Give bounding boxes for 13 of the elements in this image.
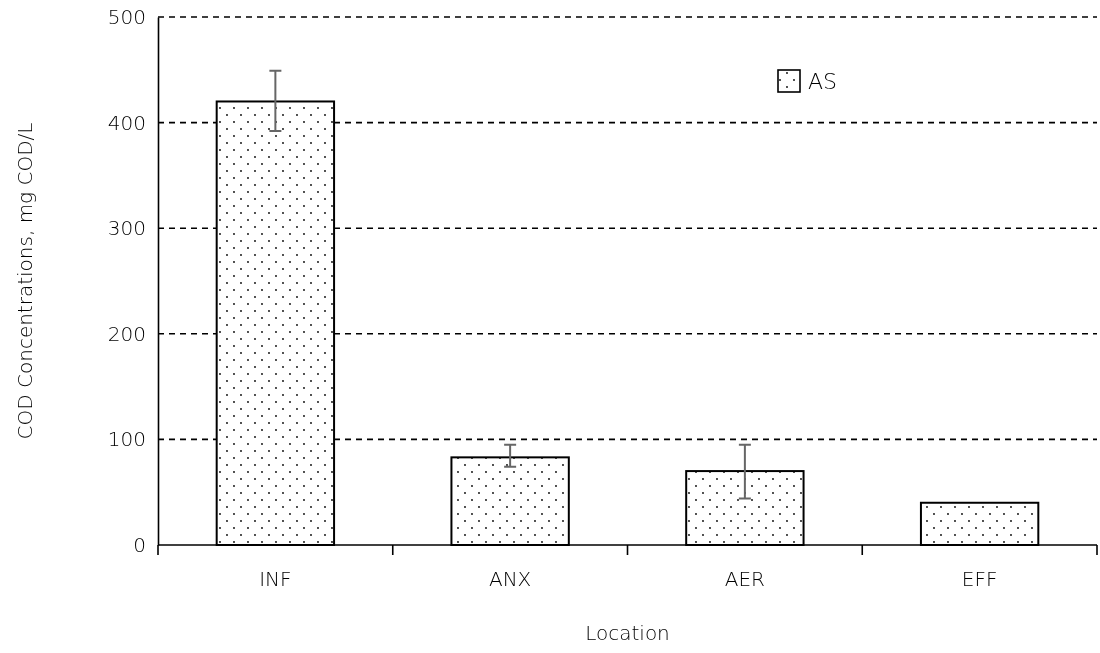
y-tick-label: 200	[107, 321, 146, 346]
x-tick-label: EFF	[961, 567, 998, 591]
x-tick-label: ANX	[488, 567, 532, 591]
legend-label: AS	[808, 69, 838, 94]
y-tick-label: 100	[107, 427, 146, 452]
y-tick-label: 500	[107, 4, 146, 29]
x-axis-title: Location	[585, 621, 670, 645]
x-tick-label: INF	[259, 567, 292, 591]
y-tick-label: 400	[107, 110, 146, 135]
y-tick-label: 300	[107, 216, 146, 241]
x-tick-label: AER	[724, 567, 765, 591]
y-axis-title: COD Concentrations, mg COD/L	[13, 122, 37, 440]
y-tick-label: 0	[133, 532, 146, 557]
